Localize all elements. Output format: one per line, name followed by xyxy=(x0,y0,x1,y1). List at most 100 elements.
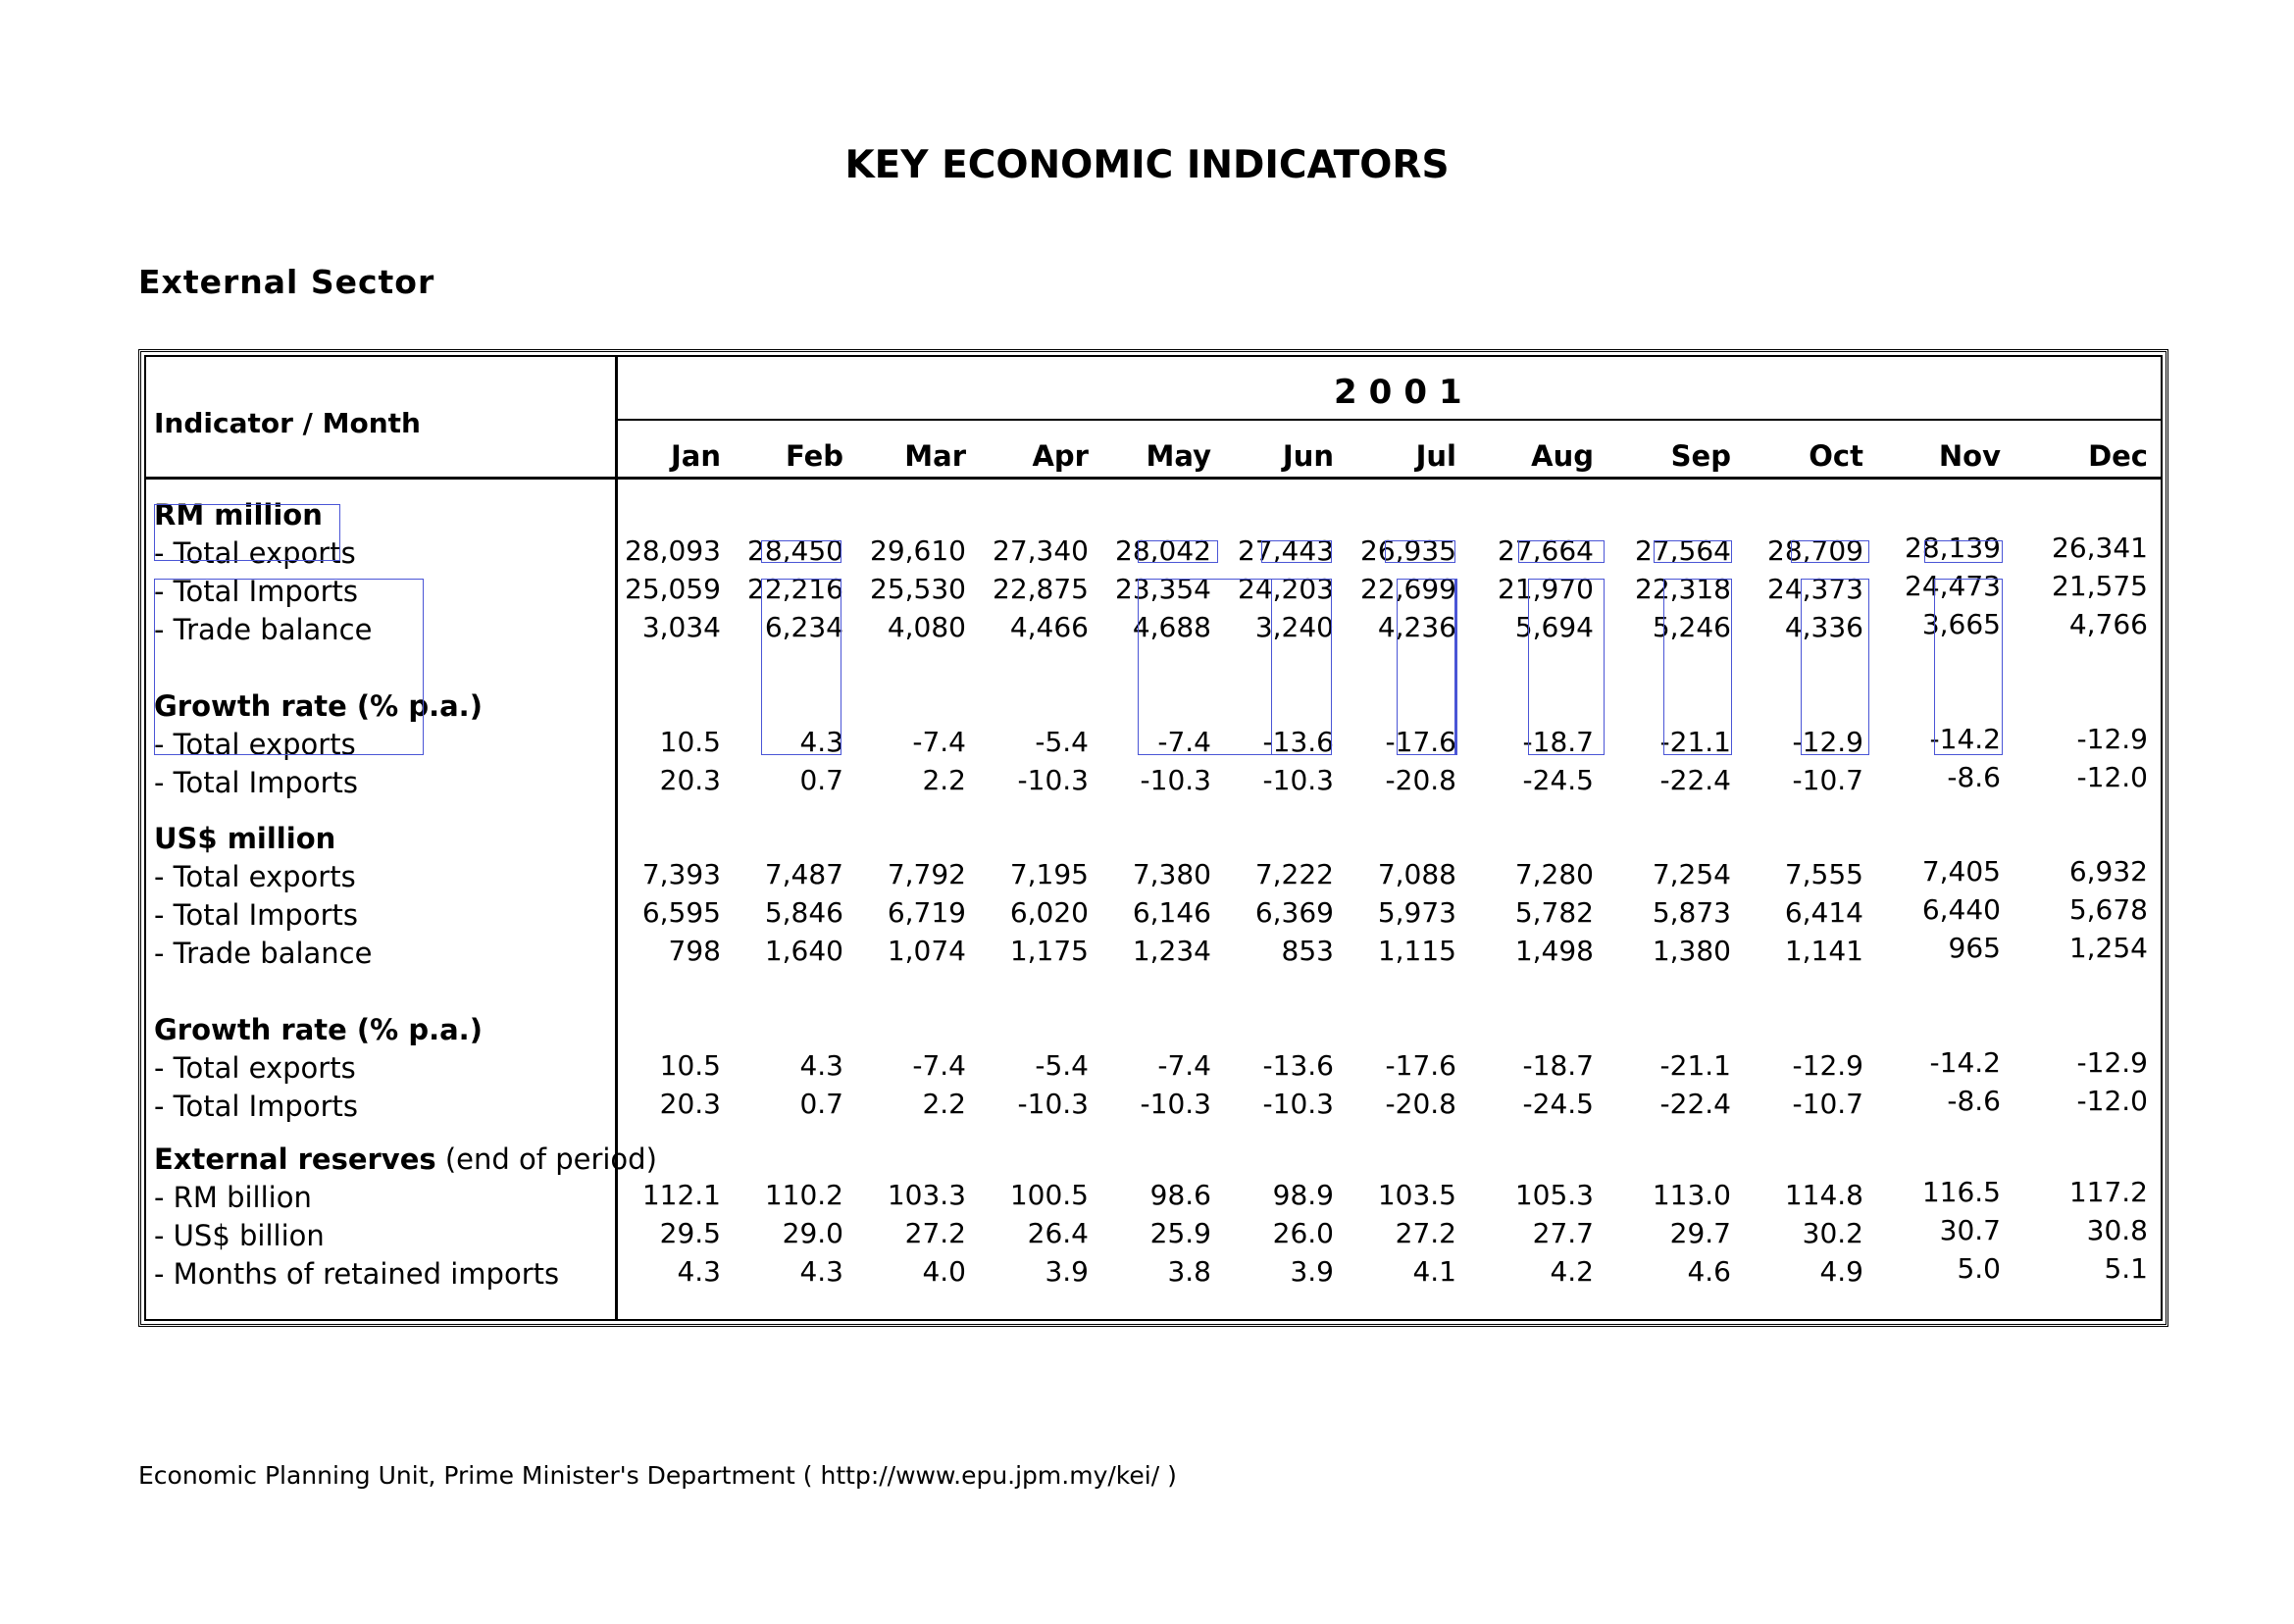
table-cell: 7,792 xyxy=(887,858,966,890)
table-cell: 3,665 xyxy=(1921,608,2001,640)
table-inner-border xyxy=(144,355,2163,1321)
group-header-text: US$ million xyxy=(154,822,336,855)
table-cell: 965 xyxy=(1948,932,2001,964)
table-cell: 24,373 xyxy=(1767,573,1863,605)
table-cell: 7,380 xyxy=(1132,858,1211,890)
table-cell: 27,340 xyxy=(993,534,1089,567)
row-label: - RM billion xyxy=(154,1181,312,1214)
table-cell: -14.2 xyxy=(1929,723,2001,755)
annotation-box xyxy=(1455,579,1457,755)
group-header: Growth rate (% p.a.) xyxy=(154,689,483,723)
table-cell: 7,405 xyxy=(1921,855,2001,888)
table-cell: 4.0 xyxy=(922,1255,966,1288)
table-cell: -5.4 xyxy=(1035,726,1089,758)
table-cell: 26.4 xyxy=(1027,1217,1089,1249)
table-cell: 4.3 xyxy=(677,1255,721,1288)
annotation-box xyxy=(761,579,841,755)
table-cell: 21,970 xyxy=(1498,573,1594,605)
table-cell: 7,195 xyxy=(1009,858,1089,890)
footer-source: Economic Planning Unit, Prime Minister's… xyxy=(138,1461,1177,1490)
table-cell: -18.7 xyxy=(1522,1049,1594,1082)
table-cell: -20.8 xyxy=(1385,1088,1456,1120)
table-cell: 28,093 xyxy=(625,534,721,567)
table-cell: -8.6 xyxy=(1947,761,2001,793)
table-cell: 110.2 xyxy=(764,1179,843,1211)
row-label: - Trade balance xyxy=(154,937,373,970)
table-cell: -10.7 xyxy=(1792,1088,1863,1120)
table-cell: 114.8 xyxy=(1784,1179,1863,1211)
row-label: - Total Imports xyxy=(154,1090,358,1123)
annotation-box xyxy=(1261,540,1332,563)
row-label: - Total exports xyxy=(154,728,356,761)
table-cell: -7.4 xyxy=(912,726,966,758)
row-label: - Months of retained imports xyxy=(154,1257,560,1291)
table-cell: 30.7 xyxy=(1939,1214,2001,1246)
table-cell: 4,336 xyxy=(1784,611,1863,643)
group-header: Growth rate (% p.a.) xyxy=(154,1013,483,1046)
table-cell: 26,341 xyxy=(2052,532,2148,564)
table-cell: -7.4 xyxy=(1157,1049,1211,1082)
table-cell: 1,175 xyxy=(1009,935,1089,967)
table-cell: 7,555 xyxy=(1784,858,1863,890)
annotation-box xyxy=(1271,579,1332,755)
table-cell: 10.5 xyxy=(659,1049,721,1082)
table-cell: 21,575 xyxy=(2052,570,2148,602)
table-cell: 4.9 xyxy=(1819,1255,1863,1288)
table-cell: 7,222 xyxy=(1254,858,1334,890)
month-header-jan: Jan xyxy=(670,439,721,473)
table-cell: 22,875 xyxy=(993,573,1089,605)
table-cell: 103.3 xyxy=(887,1179,966,1211)
table-cell: 5,678 xyxy=(2068,893,2148,926)
table-cell: 30.2 xyxy=(1802,1217,1863,1249)
table-cell: 27.2 xyxy=(1395,1217,1456,1249)
table-cell: -12.9 xyxy=(1792,726,1863,758)
group-header: External reserves (end of period) xyxy=(154,1142,657,1176)
table-cell: 27,564 xyxy=(1635,534,1731,567)
group-header-suffix: (end of period) xyxy=(435,1142,657,1176)
table-cell: 7,088 xyxy=(1377,858,1456,890)
table-cell: 24,203 xyxy=(1238,573,1334,605)
table-cell: 2.2 xyxy=(922,764,966,796)
table-cell: 6,234 xyxy=(764,611,843,643)
table-cell: -7.4 xyxy=(912,1049,966,1082)
table-cell: -10.3 xyxy=(1017,1088,1089,1120)
table-cell: 29.5 xyxy=(659,1217,721,1249)
month-header-feb: Feb xyxy=(785,439,843,473)
month-header-oct: Oct xyxy=(1809,439,1863,473)
annotation-box xyxy=(1528,579,1605,755)
table-cell: 23,354 xyxy=(1115,573,1211,605)
table-cell: 3,034 xyxy=(641,611,721,643)
table-cell: 25,059 xyxy=(625,573,721,605)
table-cell: 6,595 xyxy=(641,896,721,929)
table-cell: 29,610 xyxy=(870,534,966,567)
table-cell: 1,498 xyxy=(1514,935,1594,967)
month-header-may: May xyxy=(1146,439,1211,473)
row-label: - Total exports xyxy=(154,1051,356,1085)
table-cell: 103.5 xyxy=(1377,1179,1456,1211)
row-label: - Total exports xyxy=(154,536,356,570)
page-title: KEY ECONOMIC INDICATORS xyxy=(844,143,1450,187)
table-cell: 6,369 xyxy=(1254,896,1334,929)
table-cell: -10.3 xyxy=(1262,1088,1334,1120)
table-cell: -24.5 xyxy=(1522,764,1594,796)
table-cell: 5,846 xyxy=(764,896,843,929)
group-header: US$ million xyxy=(154,822,335,855)
annotation-box xyxy=(1385,540,1455,563)
table-cell: 5,782 xyxy=(1514,896,1594,929)
annotation-box xyxy=(154,579,424,755)
table-cell: 28,709 xyxy=(1767,534,1863,567)
corner-label: Indicator / Month xyxy=(154,407,421,439)
section-title: External Sector xyxy=(138,263,435,301)
header-divider xyxy=(144,477,2163,480)
table-cell: 3,240 xyxy=(1254,611,1334,643)
table-cell: 7,487 xyxy=(764,858,843,890)
group-header-text: External reserves xyxy=(154,1142,436,1176)
table-cell: 3.9 xyxy=(1045,1255,1089,1288)
table-cell: -20.8 xyxy=(1385,764,1456,796)
month-header-mar: Mar xyxy=(904,439,966,473)
table-cell: -10.3 xyxy=(1140,764,1211,796)
month-header-sep: Sep xyxy=(1670,439,1731,473)
table-cell: -13.6 xyxy=(1262,726,1334,758)
table-cell: 1,254 xyxy=(2068,932,2148,964)
table-cell: 112.1 xyxy=(641,1179,721,1211)
